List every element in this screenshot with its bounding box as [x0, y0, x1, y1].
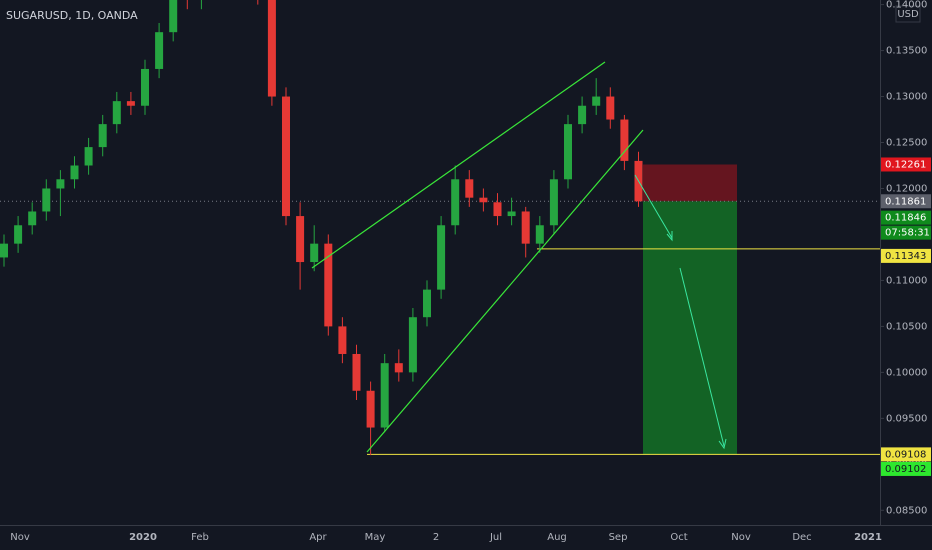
price-badge — [881, 210, 931, 225]
candle-body — [98, 124, 107, 148]
y-tick-label: 0.14000 — [886, 0, 927, 11]
x-tick-label: 2020 — [129, 532, 157, 543]
countdown: 07:58:31 — [885, 228, 930, 239]
price-badge-label: 0.09102 — [885, 464, 926, 475]
x-tick-label: Apr — [309, 532, 327, 543]
x-tick-label: Aug — [547, 532, 567, 543]
y-tick-label: 0.13000 — [886, 92, 927, 103]
price-badge-label: 0.12261 — [885, 159, 926, 170]
y-tick-label: 0.10500 — [886, 321, 927, 332]
x-tick-label: Dec — [792, 532, 811, 543]
candle-body — [112, 101, 121, 125]
currency: USD — [897, 9, 919, 20]
x-tick-label: Feb — [191, 532, 209, 543]
candle-body — [282, 96, 290, 217]
candle-body — [493, 202, 502, 217]
candle-body — [141, 68, 149, 106]
y-tick-label: 0.09500 — [886, 413, 927, 424]
price-badge — [881, 194, 931, 209]
candle-body — [169, 0, 178, 33]
candle-body — [267, 0, 276, 97]
y-tick-label: 0.10000 — [886, 367, 927, 378]
candle-body — [28, 211, 37, 226]
target-zone — [643, 201, 737, 455]
candle-body — [620, 119, 629, 161]
currency-box — [895, 5, 921, 23]
candle-body — [423, 289, 431, 318]
candle-body — [535, 225, 544, 244]
candle-body — [437, 225, 446, 290]
candle-body — [465, 179, 474, 198]
candle-body — [564, 124, 572, 180]
stop-zone — [643, 164, 737, 202]
candle-body — [0, 243, 8, 258]
candle-body — [126, 101, 135, 106]
x-tick-label: Oct — [670, 532, 687, 543]
x-tick-label: Jul — [489, 532, 502, 543]
x-tick-label: Sep — [609, 532, 628, 543]
candle-body — [521, 211, 530, 244]
y-tick-label: 0.12500 — [886, 138, 927, 149]
price-badge-label: 0.11343 — [885, 251, 926, 262]
candle-body — [14, 225, 23, 244]
x-tick-label: 2021 — [854, 532, 882, 543]
price-badge — [881, 447, 931, 462]
drawings — [311, 61, 727, 453]
y-tick-label: 0.11000 — [886, 275, 927, 286]
arrow-head — [718, 438, 727, 450]
price-badge-label: 0.11846 — [885, 213, 926, 224]
candle-body — [155, 32, 164, 69]
candle-body — [578, 105, 587, 125]
symbol-title: SUGARUSD, 1D, OANDA — [6, 9, 138, 22]
x-tick-label: Nov — [10, 532, 30, 543]
candle-body — [352, 353, 361, 391]
candle-body — [479, 197, 488, 203]
price-badge-label: 0.09108 — [885, 449, 926, 460]
price-badge — [881, 461, 931, 476]
channel-top — [311, 61, 606, 269]
channel-bottom — [366, 129, 644, 453]
candle-body — [380, 363, 389, 428]
price-badge-label: 0.11861 — [885, 196, 926, 207]
candle-body — [310, 243, 319, 263]
candle-body — [324, 243, 333, 327]
price-badge — [881, 248, 931, 263]
candle-body — [296, 216, 305, 263]
candle-body — [394, 363, 403, 373]
candle-body — [42, 188, 51, 212]
y-tick-label: 0.12000 — [886, 183, 927, 194]
y-tick-label: 0.13500 — [886, 46, 927, 57]
candle-body — [451, 179, 460, 226]
arrow — [679, 267, 725, 447]
candle-body — [56, 179, 65, 189]
price-badge — [881, 157, 931, 172]
candle-body — [549, 179, 558, 226]
x-tick-label: 2 — [433, 532, 439, 543]
countdown-badge — [881, 225, 931, 240]
y-tick-label: 0.08500 — [886, 505, 927, 516]
x-tick-label: May — [365, 532, 386, 543]
candle-body — [408, 317, 417, 373]
candle-body — [606, 96, 615, 120]
candle-body — [366, 390, 375, 428]
candle-body — [70, 165, 79, 180]
candle-body — [592, 96, 601, 106]
candle-body — [338, 326, 347, 354]
arrow-head — [666, 231, 673, 242]
arrow — [634, 174, 673, 239]
candle-body — [84, 147, 93, 166]
x-tick-label: Nov — [731, 532, 751, 543]
candle-body — [507, 211, 516, 217]
